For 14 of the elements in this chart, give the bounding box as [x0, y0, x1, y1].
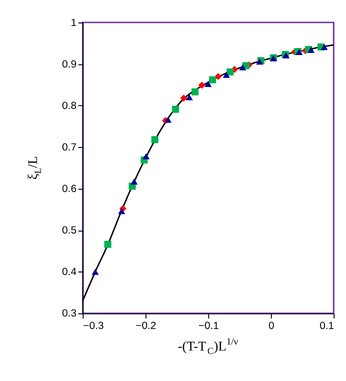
y-tick-label: 0.4 [62, 267, 77, 278]
x-tick-label: −0.2 [136, 321, 156, 332]
y-tick-label: 0.5 [62, 226, 77, 237]
x-tick-label: −0.3 [83, 321, 104, 332]
x-tick-label: −0.1 [198, 321, 220, 332]
y-tick-label: 0.8 [62, 100, 77, 112]
y-tick-label: 0.3 [62, 308, 77, 320]
y-tick-label: 0.9 [62, 59, 77, 70]
y-tick-label: 0.6 [62, 184, 77, 195]
y-axis-title: ξL/L [25, 156, 44, 180]
y-tick-label: 1 [70, 18, 77, 29]
x-tick-label: 0 [268, 321, 274, 332]
x-tick-label: 0.1 [320, 321, 334, 332]
y-tick-label: 0.7 [62, 142, 77, 154]
